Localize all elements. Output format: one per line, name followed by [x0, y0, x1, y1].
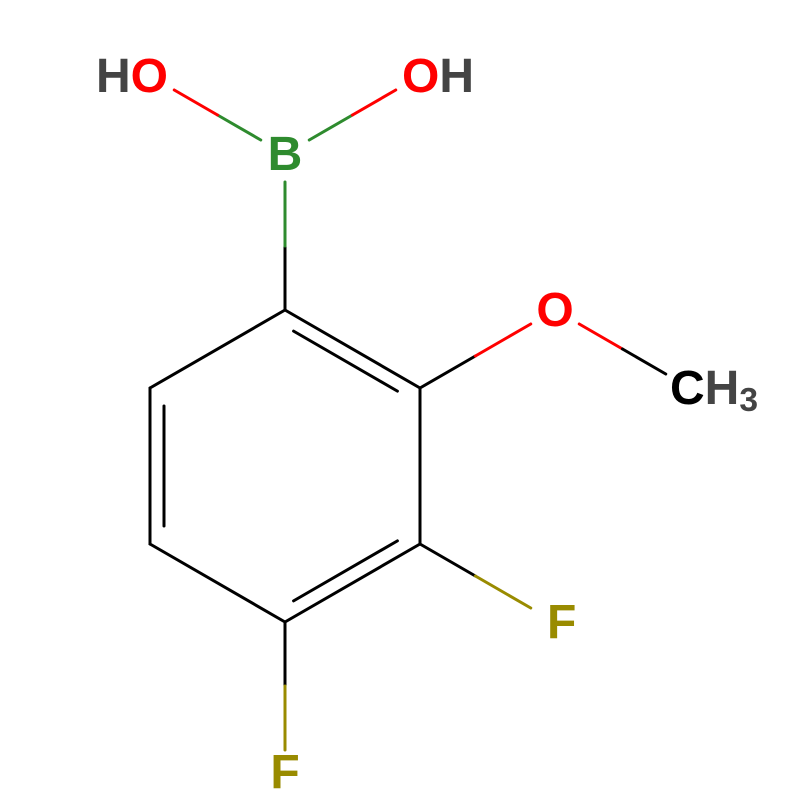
atom-oh-right: OH — [402, 50, 474, 103]
atom-boron: B — [268, 128, 303, 181]
atom-ch3: CH3 — [670, 362, 758, 419]
atom-f-4: F — [270, 746, 299, 799]
molecule-diagram: B HO OH O CH3 F F — [0, 0, 800, 800]
atom-o-methoxy: O — [536, 284, 573, 337]
atom-oh-left: HO — [96, 50, 168, 103]
atom-f-3: F — [547, 596, 576, 649]
